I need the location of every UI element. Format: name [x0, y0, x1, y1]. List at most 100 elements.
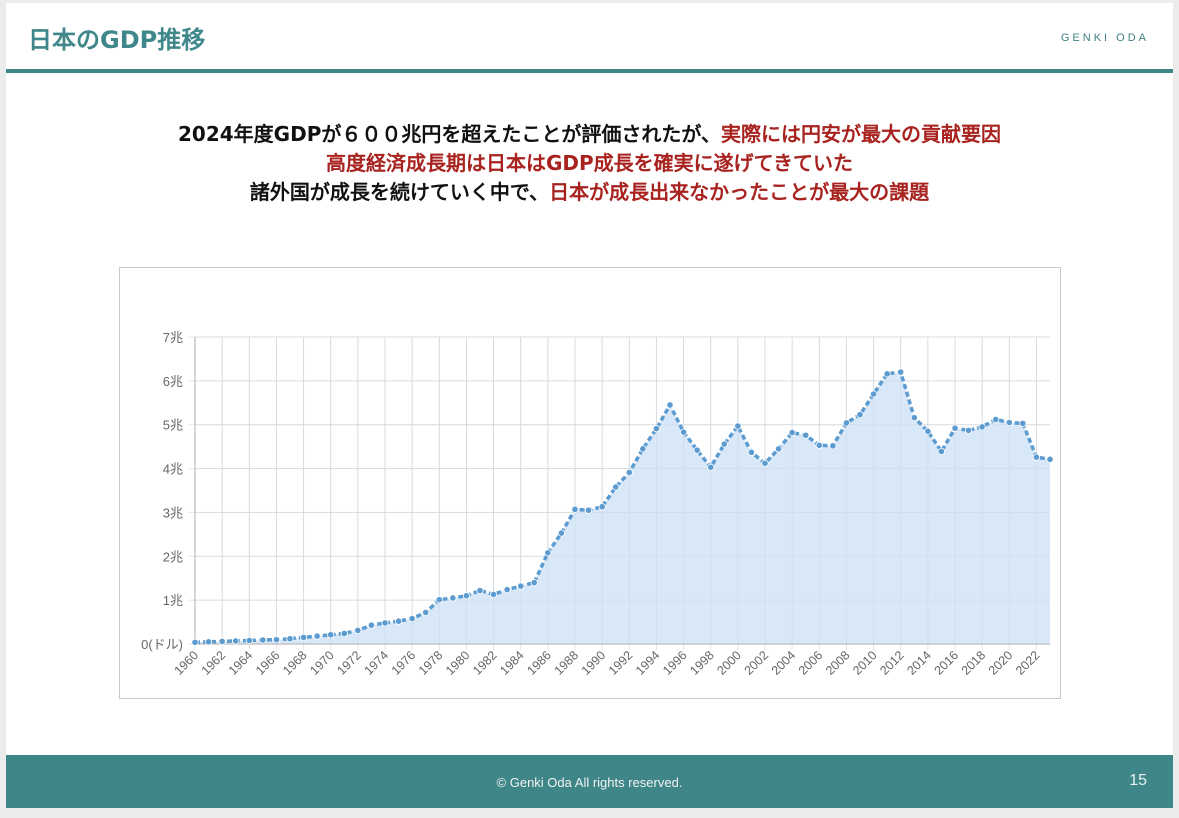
x-tick-label: 1992: [606, 648, 636, 678]
header-divider: [6, 69, 1173, 73]
gdp-line: [194, 370, 1051, 644]
data-point[interactable]: [394, 617, 403, 625]
x-tick-label: 1978: [416, 648, 446, 678]
data-point[interactable]: [259, 636, 267, 644]
copyright-text: © Genki Oda All rights reserved.: [496, 775, 683, 790]
lead-line-1-black: 2024年度GDPが６００兆円を超えたことが評価されたが、: [178, 122, 721, 146]
data-point[interactable]: [693, 446, 701, 454]
data-point[interactable]: [191, 638, 199, 646]
x-tick-label: 1984: [497, 648, 527, 678]
data-point[interactable]: [408, 614, 416, 623]
x-tick-label: 2022: [1013, 648, 1043, 678]
data-point[interactable]: [842, 419, 851, 427]
data-point[interactable]: [612, 483, 620, 491]
data-point[interactable]: [503, 586, 511, 594]
page-title: 日本のGDP推移: [28, 26, 206, 54]
data-point[interactable]: [354, 626, 362, 635]
data-point[interactable]: [598, 503, 606, 511]
data-point[interactable]: [815, 441, 823, 449]
data-point[interactable]: [557, 529, 566, 537]
data-point[interactable]: [652, 425, 661, 433]
data-point[interactable]: [707, 463, 715, 471]
data-point[interactable]: [734, 422, 742, 430]
data-point[interactable]: [489, 590, 498, 599]
gdp-area-chart: 0(ドル)1兆2兆3兆4兆5兆6兆7兆196019621964196619681…: [141, 330, 1054, 678]
y-tick-label: 3兆: [163, 505, 183, 520]
data-point[interactable]: [544, 549, 552, 557]
x-tick-label: 1968: [280, 648, 310, 678]
data-point[interactable]: [476, 586, 484, 595]
data-point[interactable]: [761, 459, 769, 467]
data-point[interactable]: [869, 390, 878, 398]
data-point[interactable]: [1032, 453, 1041, 461]
data-point[interactable]: [978, 423, 986, 431]
page-number: 15: [1129, 772, 1147, 789]
data-point[interactable]: [625, 468, 633, 477]
lead-line-2: 高度経済成長期は日本はGDP成長を確実に遂げてきていた: [325, 151, 854, 175]
x-tick-label: 2012: [877, 648, 907, 678]
footer: © Genki Oda All rights reserved. 15: [6, 755, 1173, 808]
x-tick-label: 2004: [769, 648, 799, 678]
data-point[interactable]: [937, 447, 946, 456]
data-point[interactable]: [435, 596, 443, 604]
x-tick-label: 1986: [524, 648, 554, 678]
data-point[interactable]: [517, 582, 525, 590]
data-point[interactable]: [1005, 418, 1013, 427]
x-tick-label: 2016: [932, 648, 962, 678]
y-tick-label: 6兆: [163, 374, 183, 389]
data-point[interactable]: [897, 368, 905, 376]
data-point[interactable]: [340, 629, 348, 638]
data-point[interactable]: [910, 414, 918, 422]
data-point[interactable]: [245, 636, 253, 645]
data-point[interactable]: [1046, 455, 1054, 463]
data-point[interactable]: [571, 505, 579, 513]
x-tick-label: 2002: [742, 648, 772, 678]
lead-line-1-red: 実際には円安が最大の貢献要因: [720, 122, 1001, 146]
data-point[interactable]: [951, 424, 959, 432]
x-tick-label: 1994: [633, 648, 663, 678]
data-point[interactable]: [788, 429, 796, 437]
x-tick-label: 1972: [334, 648, 364, 678]
y-tick-label: 4兆: [163, 462, 183, 477]
data-point[interactable]: [584, 506, 593, 514]
y-tick-label: 5兆: [163, 418, 183, 433]
data-point[interactable]: [639, 445, 647, 453]
data-point[interactable]: [381, 619, 389, 627]
data-point[interactable]: [272, 636, 281, 644]
data-point[interactable]: [299, 633, 308, 642]
brand-name: GENKI ODA: [1060, 32, 1149, 44]
lead-line-3-red: 日本が成長出来なかったことが最大の課題: [549, 180, 930, 204]
data-point[interactable]: [449, 594, 457, 602]
data-point[interactable]: [883, 370, 891, 378]
data-point[interactable]: [232, 637, 240, 645]
data-point[interactable]: [1019, 419, 1027, 427]
data-point[interactable]: [924, 427, 932, 435]
data-point[interactable]: [802, 431, 810, 439]
data-point[interactable]: [747, 448, 756, 456]
data-point[interactable]: [992, 415, 1000, 424]
data-point[interactable]: [829, 442, 837, 450]
data-point[interactable]: [856, 411, 864, 419]
data-point[interactable]: [313, 632, 321, 640]
data-point[interactable]: [367, 621, 376, 629]
data-point[interactable]: [679, 428, 688, 436]
data-point[interactable]: [530, 578, 538, 587]
data-point[interactable]: [422, 608, 430, 617]
x-tick-label: 1982: [470, 648, 500, 678]
x-tick-label: 2008: [823, 648, 853, 678]
data-point[interactable]: [720, 440, 728, 448]
x-tick-label: 1998: [687, 648, 717, 678]
data-point[interactable]: [204, 638, 213, 646]
data-point[interactable]: [218, 637, 226, 645]
data-point[interactable]: [286, 635, 294, 643]
x-tick-label: 2020: [986, 648, 1016, 678]
x-tick-label: 1976: [389, 648, 419, 678]
data-point[interactable]: [666, 401, 674, 409]
x-tick-label: 2000: [714, 648, 744, 678]
data-point[interactable]: [462, 592, 471, 600]
data-point[interactable]: [964, 426, 973, 435]
lead-line-1: 2024年度GDPが６００兆円を超えたことが評価されたが、実際には円安が最大の貢…: [6, 120, 1173, 149]
data-point[interactable]: [327, 631, 335, 639]
slide: 日本のGDP推移 GENKI ODA 2024年度GDPが６００兆円を超えたこと…: [6, 3, 1173, 808]
data-point[interactable]: [774, 445, 783, 453]
